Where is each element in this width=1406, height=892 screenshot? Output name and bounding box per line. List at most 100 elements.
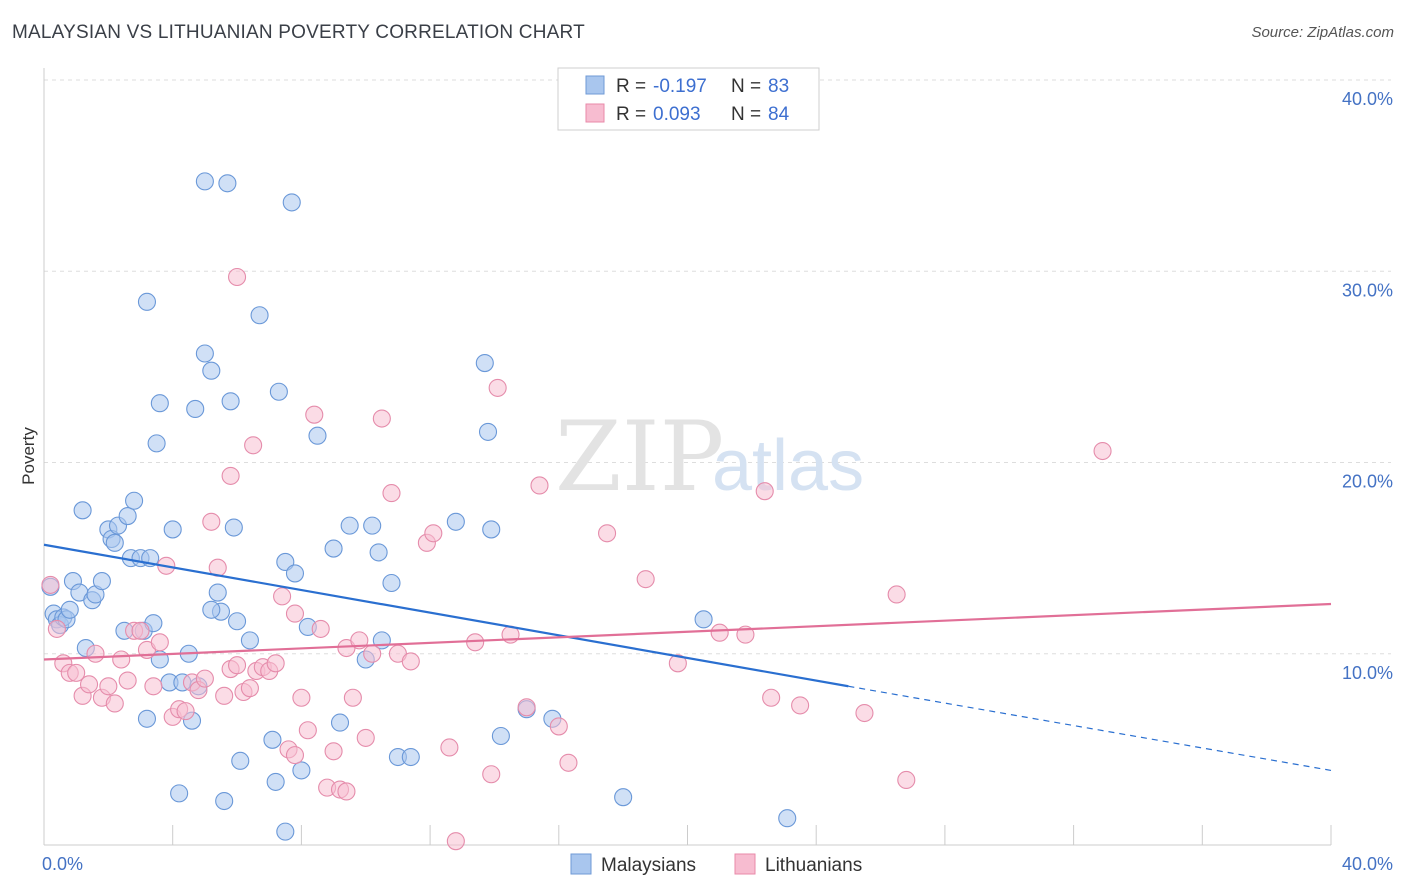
lithuanian-point-27 bbox=[215, 686, 234, 705]
lithuanian-point-39 bbox=[292, 688, 311, 707]
chart-title: MALAYSIAN VS LITHUANIAN POVERTY CORRELAT… bbox=[12, 22, 585, 43]
lithuanian-point-82 bbox=[285, 604, 305, 623]
lithuanian-point-72 bbox=[755, 482, 774, 501]
malaysian-point-38 bbox=[215, 791, 234, 811]
malaysian-point-41 bbox=[228, 612, 247, 631]
malaysian-point-80 bbox=[276, 822, 295, 841]
malaysian-point-52 bbox=[324, 539, 343, 558]
malaysian-point-74 bbox=[282, 193, 301, 212]
malaysian-point-21 bbox=[125, 491, 144, 510]
lithuanian-point-24 bbox=[195, 669, 214, 688]
lithuanian-point-0 bbox=[41, 575, 60, 594]
lithuanian-point-29 bbox=[228, 656, 247, 675]
lithuanian-point-61 bbox=[488, 378, 507, 397]
lithuanian-point-51 bbox=[372, 409, 391, 428]
lithuanian-point-4 bbox=[67, 663, 86, 682]
malaysian-point-51 bbox=[308, 426, 327, 445]
malaysian-point-68 bbox=[614, 788, 633, 807]
malaysian-point-64 bbox=[482, 520, 501, 539]
lithuanian-point-44 bbox=[324, 742, 343, 761]
x-tick-label-1: 40.0% bbox=[1342, 854, 1393, 874]
lithuanian-point-59 bbox=[466, 633, 485, 652]
watermark-atlas: atlas bbox=[712, 426, 864, 506]
lithuanian-point-12 bbox=[118, 671, 137, 690]
malaysian-point-76 bbox=[147, 434, 166, 453]
legend-n-label-2: N = bbox=[731, 104, 761, 125]
legend-n-label-1: N = bbox=[731, 76, 761, 97]
lithuanian-point-35 bbox=[266, 654, 285, 673]
lithuanian-point-14 bbox=[131, 621, 150, 640]
malaysian-point-63 bbox=[478, 422, 498, 441]
malaysian-point-57 bbox=[369, 543, 388, 562]
lithuanian-point-21 bbox=[176, 702, 195, 721]
lithuanian-point-60 bbox=[482, 765, 501, 784]
lithuanian-point-11 bbox=[112, 650, 131, 669]
legend-swatch-malaysians bbox=[585, 75, 605, 95]
malaysian-point-62 bbox=[475, 353, 494, 373]
legend-r-label-2: R = bbox=[616, 104, 646, 125]
malaysian-point-54 bbox=[340, 516, 359, 535]
lithuanian-point-10 bbox=[105, 694, 124, 713]
malaysian-point-79 bbox=[208, 583, 227, 602]
malaysian-point-48 bbox=[285, 564, 305, 583]
malaysian-point-70 bbox=[778, 809, 797, 828]
malaysian-trend-extension bbox=[848, 685, 1332, 772]
lithuanian-point-81 bbox=[244, 436, 263, 455]
lithuanian-point-78 bbox=[1093, 441, 1112, 461]
lithuanian-point-80 bbox=[221, 466, 240, 485]
malaysian-point-40 bbox=[224, 518, 243, 537]
lithuanian-point-6 bbox=[79, 675, 99, 694]
lithuanian-point-38 bbox=[285, 746, 305, 765]
lithuanian-point-74 bbox=[791, 696, 810, 715]
malaysian-point-16 bbox=[105, 533, 124, 552]
lithuanian-point-67 bbox=[598, 524, 617, 543]
y-tick-label-1: 20.0% bbox=[1342, 472, 1393, 492]
lithuanian-point-31 bbox=[240, 679, 259, 698]
malaysian-point-44 bbox=[250, 306, 269, 325]
legend-n-value-1: 83 bbox=[768, 76, 789, 97]
y-tick-label-3: 40.0% bbox=[1342, 89, 1393, 109]
lithuanian-point-64 bbox=[530, 476, 549, 495]
malaysian-point-49 bbox=[292, 761, 311, 780]
lithuanian-point-50 bbox=[363, 644, 382, 663]
lithuanian-point-76 bbox=[887, 585, 906, 604]
lithuanian-point-77 bbox=[897, 770, 916, 790]
malaysian-point-81 bbox=[170, 784, 189, 803]
legend-r-value-1: -0.197 bbox=[653, 76, 707, 97]
stats-legend: R = -0.197 N = 83 R = 0.093 N = 84 bbox=[557, 67, 820, 131]
series-legend-label-lithuanians: Lithuanians bbox=[765, 855, 862, 876]
lithuanian-point-41 bbox=[305, 405, 324, 424]
axes-layer: 10.0% 20.0% 30.0% 40.0% 0.0% 40.0% bbox=[42, 68, 1393, 874]
malaysian-point-53 bbox=[330, 713, 350, 732]
legend-n-value-2: 84 bbox=[768, 104, 790, 125]
malaysian-point-72 bbox=[195, 172, 214, 191]
y-tick-label-2: 30.0% bbox=[1342, 280, 1393, 300]
lithuanian-point-73 bbox=[762, 688, 781, 707]
malaysian-point-36 bbox=[202, 361, 221, 380]
watermark-zip: ZIP bbox=[555, 401, 724, 513]
lithuanian-point-83 bbox=[337, 782, 356, 801]
malaysian-point-82 bbox=[266, 772, 285, 791]
malaysian-point-26 bbox=[137, 709, 157, 728]
x-tick-label-0: 0.0% bbox=[42, 854, 83, 874]
lithuanian-point-68 bbox=[636, 570, 655, 589]
y-axis-label: Poverty bbox=[19, 427, 38, 485]
malaysian-point-39 bbox=[221, 392, 240, 411]
legend-r-value-2: 0.093 bbox=[653, 104, 701, 125]
malaysian-point-42 bbox=[231, 751, 250, 770]
malaysian-point-43 bbox=[240, 631, 259, 650]
lithuanian-point-56 bbox=[424, 524, 443, 543]
lithuanian-point-36 bbox=[273, 587, 292, 606]
malaysian-point-78 bbox=[202, 600, 221, 619]
lithuanian-point-40 bbox=[298, 721, 317, 740]
lithuanian-point-79 bbox=[228, 267, 247, 287]
lithuanian-point-57 bbox=[440, 738, 459, 757]
malaysian-point-65 bbox=[491, 726, 510, 746]
lithuanian-point-42 bbox=[311, 619, 330, 638]
series-legend: Malaysians Lithuanians bbox=[570, 853, 862, 876]
malaysian-point-35 bbox=[195, 344, 214, 363]
lithuanian-point-65 bbox=[549, 717, 568, 736]
malaysian-point-6 bbox=[60, 600, 79, 619]
grid-layer bbox=[44, 79, 1391, 655]
lithuanian-point-66 bbox=[559, 753, 578, 772]
